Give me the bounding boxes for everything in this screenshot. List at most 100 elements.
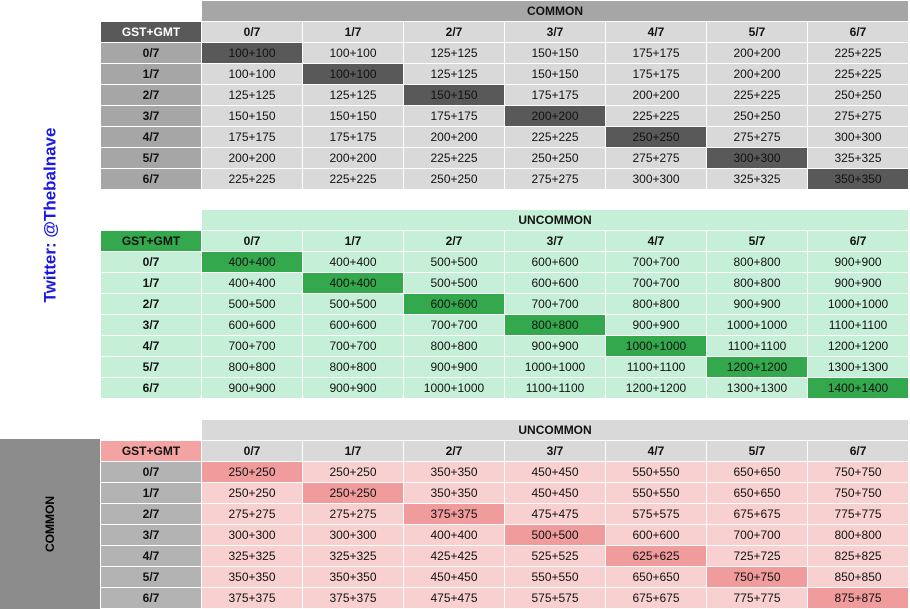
table-row: 1/7 250+250 250+250 350+350 450+450 550+550 65… (100, 482, 910, 504)
row-label: 4/7 (100, 126, 202, 148)
table-cell: 200+200 (706, 63, 808, 85)
column-header: 2/7 (403, 21, 505, 43)
table-cell: 300+300 (806, 126, 910, 148)
column-header: 2/7 (403, 230, 505, 252)
table-cell: 300+300 (706, 147, 808, 169)
table-cell: 800+800 (706, 251, 808, 273)
column-header: 4/7 (605, 440, 707, 462)
row-label: 1/7 (100, 482, 202, 504)
table-cell: 575+575 (504, 587, 606, 609)
table-cell: 500+500 (403, 272, 505, 294)
uncommon-common-table: UNCOMMON GST+GMT 0/7 1/7 2/7 3/7 4/7 5/7 6/7 0/7 2… (100, 419, 910, 609)
table-cell: 1000+1000 (504, 356, 606, 378)
row-label: 5/7 (100, 147, 202, 169)
table-row: 1/7 400+400 400+400 500+500 600+600 700+700 80… (100, 272, 910, 294)
table-cell: 150+150 (403, 84, 505, 106)
row-label: 3/7 (100, 105, 202, 127)
table-cell: 1200+1200 (806, 335, 910, 357)
table-cell: 400+400 (302, 272, 404, 294)
table-cell: 250+250 (201, 482, 303, 504)
table-cell: 550+550 (605, 482, 707, 504)
table-title: COMMON (200, 0, 910, 22)
column-header: 1/7 (302, 440, 404, 462)
table-cell: 125+125 (403, 42, 505, 64)
column-header: 0/7 (201, 21, 303, 43)
table-cell: 1200+1200 (605, 377, 707, 399)
table-cell: 325+325 (806, 147, 910, 169)
table-cell: 175+175 (201, 126, 303, 148)
table-cell: 650+650 (605, 566, 707, 588)
column-header: 2/7 (403, 440, 505, 462)
table-cell: 225+225 (504, 126, 606, 148)
table-cell: 125+125 (302, 84, 404, 106)
table-cell: 825+825 (806, 545, 910, 567)
row-label: 2/7 (100, 293, 202, 315)
table-cell: 350+350 (806, 168, 910, 190)
table-cell: 850+850 (806, 566, 910, 588)
table-cell: 325+325 (201, 545, 303, 567)
table-cell: 725+725 (706, 545, 808, 567)
table-cell: 175+175 (403, 105, 505, 127)
table-cell: 250+250 (201, 461, 303, 483)
column-header: 0/7 (201, 440, 303, 462)
table-cell: 250+250 (302, 461, 404, 483)
table-cell: 250+250 (504, 147, 606, 169)
table-cell: 600+600 (504, 272, 606, 294)
table-cell: 275+275 (605, 147, 707, 169)
table-row: 6/7 375+375 375+375 475+475 575+575 675+675 77… (100, 587, 910, 609)
table-cell: 200+200 (605, 84, 707, 106)
table-row: 6/7 900+900 900+900 1000+1000 1100+1100 1200+… (100, 377, 910, 399)
table-row: 3/7 300+300 300+300 400+400 500+500 600+600 70… (100, 524, 910, 546)
table-cell: 450+450 (504, 482, 606, 504)
table-cell: 300+300 (605, 168, 707, 190)
table-cell: 400+400 (403, 524, 505, 546)
side-common-label: COMMON (0, 439, 100, 609)
table-row: 5/7 350+350 350+350 450+450 550+550 650+650 75… (100, 566, 910, 588)
table-cell: 750+750 (806, 482, 910, 504)
table-row: 2/7 275+275 275+275 375+375 475+475 575+575 67… (100, 503, 910, 525)
table-cell: 1000+1000 (706, 314, 808, 336)
table-cell: 900+900 (605, 314, 707, 336)
column-header: 5/7 (706, 440, 808, 462)
table-cell: 900+900 (504, 335, 606, 357)
table-cell: 1100+1100 (806, 314, 910, 336)
column-header: 5/7 (706, 230, 808, 252)
table-cell: 875+875 (806, 587, 910, 609)
table-cell: 200+200 (201, 147, 303, 169)
table-cell: 275+275 (201, 503, 303, 525)
column-header: 6/7 (806, 230, 910, 252)
table-cell: 375+375 (403, 503, 505, 525)
row-label: 4/7 (100, 335, 202, 357)
table-cell: 350+350 (403, 482, 505, 504)
row-label: 6/7 (100, 587, 202, 609)
table-header-row: GST+GMT 0/7 1/7 2/7 3/7 4/7 5/7 6/7 (100, 230, 910, 252)
table-cell: 300+300 (302, 524, 404, 546)
table-cell: 700+700 (504, 293, 606, 315)
table-cell: 700+700 (302, 335, 404, 357)
table-title-row: UNCOMMON (100, 419, 910, 441)
table-cell: 500+500 (201, 293, 303, 315)
table-cell: 800+800 (605, 293, 707, 315)
table-cell: 500+500 (302, 293, 404, 315)
table-row: 2/7 500+500 500+500 600+600 700+700 800+800 90… (100, 293, 910, 315)
table-cell: 1300+1300 (806, 356, 910, 378)
table-title-row: COMMON (100, 0, 910, 22)
table-cell: 900+900 (806, 272, 910, 294)
table-cell: 325+325 (302, 545, 404, 567)
table-row: 0/7 250+250 250+250 350+350 450+450 550+550 65… (100, 461, 910, 483)
table-row: 3/7 600+600 600+600 700+700 800+800 900+900 10… (100, 314, 910, 336)
table-cell: 225+225 (605, 105, 707, 127)
table-row: 5/7 800+800 800+800 900+900 1000+1000 1100+11… (100, 356, 910, 378)
table-row: 3/7 150+150 150+150 175+175 200+200 225+225 25… (100, 105, 910, 127)
table-cell: 475+475 (504, 503, 606, 525)
table-cell: 550+550 (605, 461, 707, 483)
table-cell: 775+775 (706, 587, 808, 609)
table-cell: 225+225 (201, 168, 303, 190)
table-cell: 350+350 (403, 461, 505, 483)
table-cell: 475+475 (403, 587, 505, 609)
table-cell: 800+800 (806, 524, 910, 546)
table-cell: 250+250 (605, 126, 707, 148)
table-cell: 500+500 (504, 524, 606, 546)
table-cell: 400+400 (201, 272, 303, 294)
table-cell: 325+325 (706, 168, 808, 190)
